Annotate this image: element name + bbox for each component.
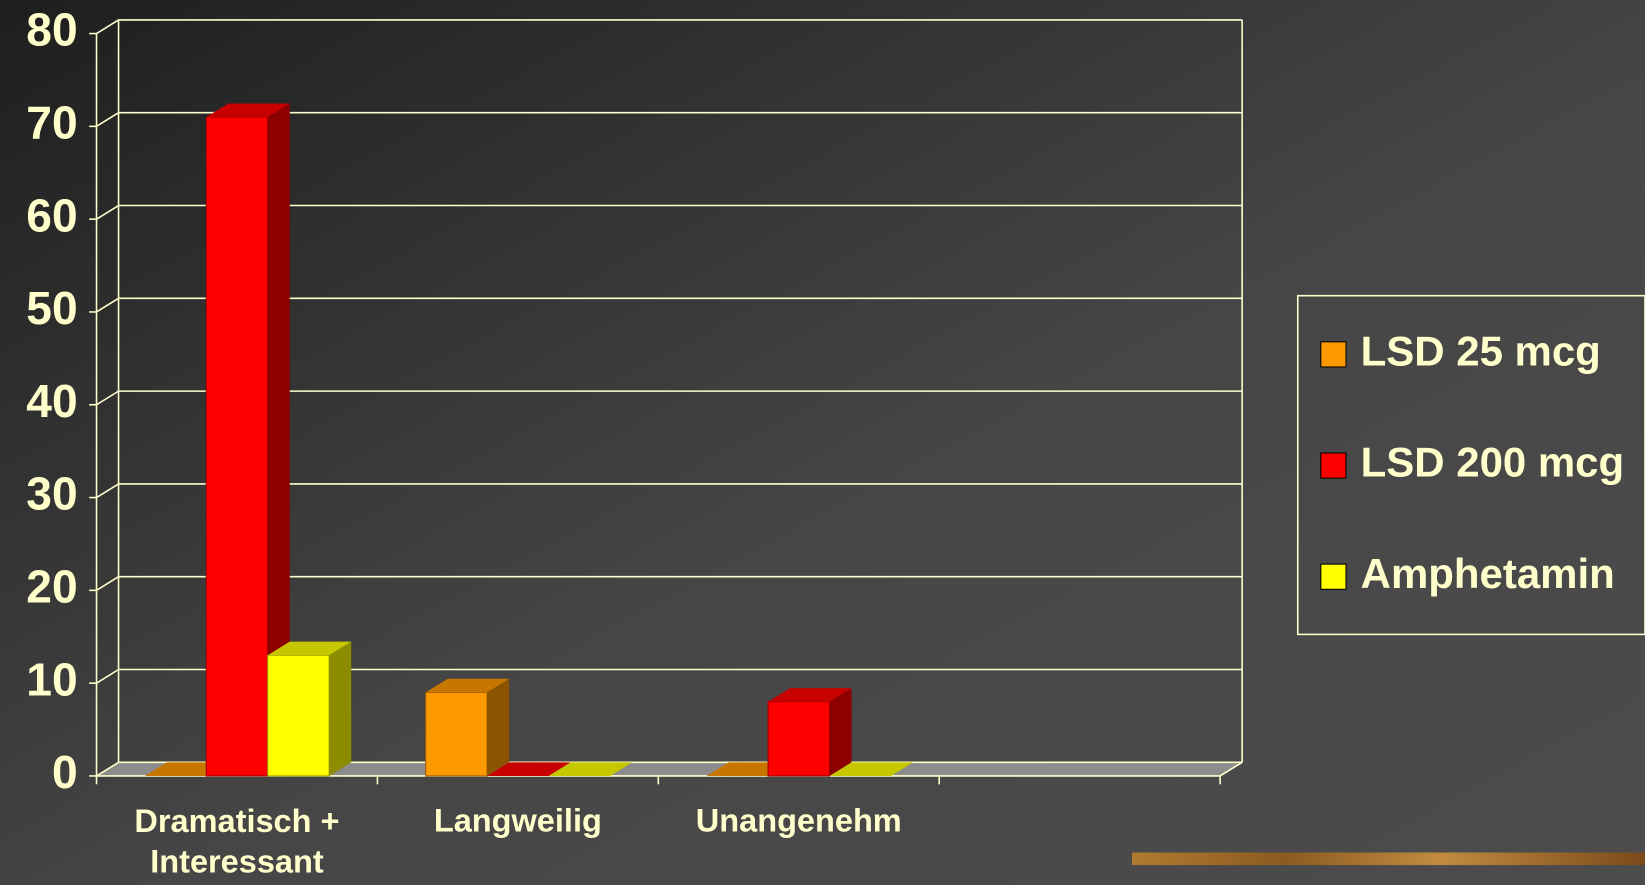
legend-label: LSD 25 mcg bbox=[1361, 328, 1601, 375]
x-tick-label: Langweilig bbox=[434, 803, 602, 839]
bar-top bbox=[768, 688, 852, 702]
bar-top bbox=[267, 641, 352, 656]
y-tick-label: 20 bbox=[26, 561, 77, 613]
y-tick-label: 30 bbox=[26, 468, 77, 520]
bar-top bbox=[206, 103, 290, 118]
bar-front bbox=[267, 654, 330, 777]
y-tick-label: 0 bbox=[52, 746, 78, 798]
bar-top bbox=[829, 762, 914, 776]
grid-line bbox=[96, 668, 1243, 684]
bar bbox=[205, 103, 290, 777]
legend-box bbox=[1296, 294, 1645, 636]
bar bbox=[487, 762, 571, 776]
y-tick-label: 10 bbox=[26, 653, 77, 705]
bar bbox=[267, 641, 352, 777]
legend-swatch bbox=[1320, 452, 1347, 479]
grid-line bbox=[96, 111, 1243, 128]
bar bbox=[829, 762, 914, 776]
grid-line bbox=[96, 19, 1243, 35]
y-tick-label: 40 bbox=[26, 375, 77, 427]
bar-top bbox=[487, 762, 571, 776]
bar bbox=[548, 762, 633, 776]
legend-swatch bbox=[1320, 563, 1347, 590]
grid-line bbox=[96, 297, 1243, 313]
y-tick-label: 80 bbox=[26, 4, 77, 56]
x-tick-label: Unangenehm bbox=[696, 803, 902, 839]
y-tick-label: 60 bbox=[26, 189, 77, 241]
bar bbox=[767, 688, 852, 777]
grid-line bbox=[96, 483, 1243, 499]
bar-side bbox=[487, 678, 510, 776]
bar-front bbox=[425, 691, 488, 777]
floor-right-edge bbox=[1219, 761, 1243, 777]
legend-label: Amphetamin bbox=[1361, 550, 1615, 597]
bar-side bbox=[267, 103, 290, 776]
grid-line bbox=[96, 204, 1243, 220]
floor bbox=[96, 762, 1243, 776]
y-tick-label: 70 bbox=[26, 97, 77, 149]
bar-top bbox=[548, 762, 633, 776]
legend-label: LSD 200 mcg bbox=[1361, 439, 1624, 486]
bar-front bbox=[205, 116, 269, 777]
bar bbox=[425, 678, 510, 777]
bar-side bbox=[829, 688, 852, 776]
x-tick-label: Dramatisch + Interessant bbox=[134, 803, 339, 880]
grid-line bbox=[96, 390, 1243, 406]
bar-top bbox=[425, 678, 510, 693]
bar-side bbox=[329, 641, 352, 776]
grid-line bbox=[96, 575, 1243, 592]
y-tick-label: 50 bbox=[26, 282, 77, 334]
bar-front bbox=[767, 701, 831, 777]
decor-strip bbox=[1131, 852, 1645, 866]
legend-swatch bbox=[1320, 341, 1347, 368]
